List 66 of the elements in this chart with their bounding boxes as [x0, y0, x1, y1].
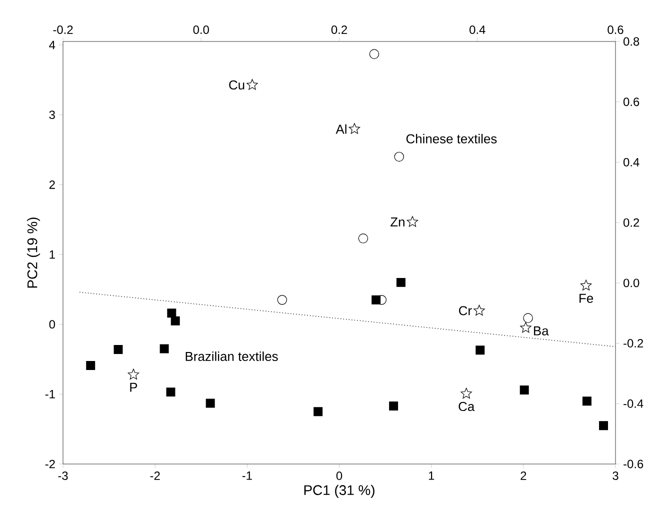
y2-tick-label: -0.6 — [624, 460, 644, 468]
y-tick-label: 3 — [49, 110, 55, 120]
point — [348, 123, 360, 134]
x2-tick-label: 0.4 — [470, 26, 486, 34]
x-tick-label: -3 — [58, 472, 68, 480]
point — [582, 396, 592, 406]
point — [167, 308, 176, 318]
annotation: Fe — [580, 294, 594, 303]
x-tick-label: 0 — [336, 472, 342, 480]
x-tick-label: -1 — [242, 472, 252, 480]
annotation: Chinese textiles — [406, 134, 497, 144]
point — [114, 344, 123, 354]
point — [358, 234, 368, 244]
x-axis-title: PC1 (31 %) — [304, 484, 374, 498]
point — [369, 49, 380, 59]
point — [206, 398, 215, 408]
point — [166, 388, 176, 397]
annotation: Brazilian textiles — [186, 351, 278, 362]
point — [520, 322, 532, 333]
point — [389, 402, 398, 411]
x2-tick-label: 0.2 — [331, 26, 347, 34]
y-tick-label: 1 — [50, 250, 55, 259]
point — [406, 216, 418, 227]
y-tick-label: -1 — [45, 390, 55, 398]
y2-tick-label: 0.4 — [623, 158, 640, 166]
point — [599, 421, 608, 430]
y-tick-label: 2 — [49, 180, 55, 189]
point — [277, 295, 288, 305]
point — [580, 280, 592, 290]
point — [394, 152, 404, 162]
annotation: P — [130, 382, 138, 392]
y-tick-label: -2 — [45, 460, 55, 468]
x-tick-label: -2 — [150, 472, 160, 480]
x2-tick-label: -0.2 — [53, 26, 73, 34]
x2-tick-label: 0.6 — [608, 26, 624, 34]
point — [520, 385, 529, 394]
y2-tick-label: -0.2 — [624, 339, 644, 348]
y-axis-title: PC2 (19 %) — [27, 218, 40, 288]
annotation: Ba — [534, 326, 549, 336]
annotation: Al — [336, 124, 346, 134]
y2-tick-label: 0.8 — [623, 37, 640, 46]
point — [170, 316, 180, 326]
x-tick-label: 2 — [520, 472, 526, 480]
point — [314, 407, 323, 416]
y-tick-label: 0 — [49, 320, 56, 329]
point — [86, 361, 96, 370]
annotation: Zn — [390, 218, 404, 226]
annotation: Cr — [459, 306, 472, 316]
annotation: Ca — [458, 402, 475, 412]
y2-tick-label: 0.6 — [623, 98, 640, 106]
point — [396, 278, 406, 287]
point — [474, 304, 485, 316]
point — [460, 388, 472, 398]
point — [523, 313, 533, 323]
annotation: Cu — [229, 80, 244, 90]
y2-tick-label: 0.2 — [623, 218, 640, 227]
point — [476, 346, 485, 355]
y2-tick-label: 0.0 — [623, 278, 640, 288]
x2-tick-label: 0.0 — [193, 26, 209, 34]
point — [128, 368, 140, 380]
point — [160, 344, 169, 354]
x-tick-label: 1 — [428, 472, 434, 480]
y-tick-label: 4 — [49, 40, 56, 50]
point — [246, 79, 258, 90]
x-tick-label: 3 — [612, 472, 618, 480]
y2-tick-label: -0.4 — [624, 399, 644, 408]
